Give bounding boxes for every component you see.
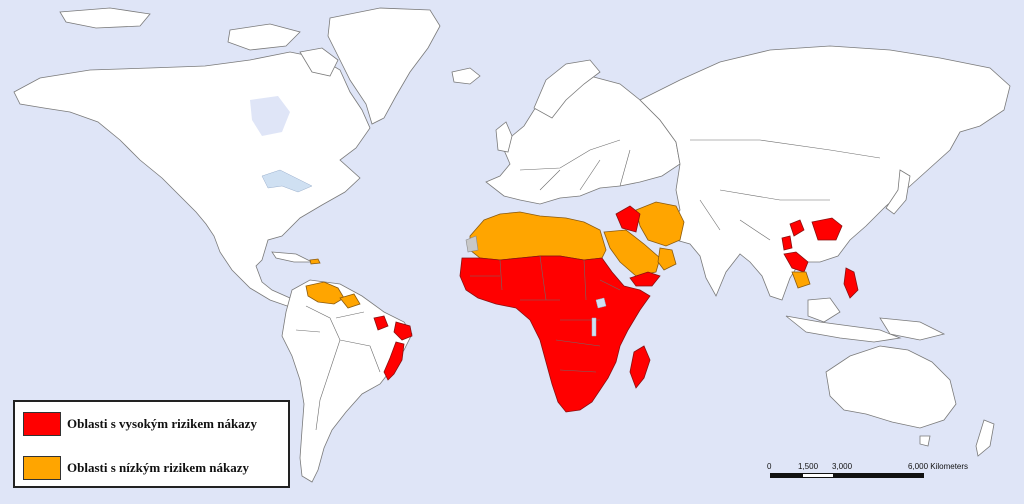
legend-swatch-low-risk <box>23 456 61 480</box>
south-america <box>281 279 413 483</box>
new-guinea <box>879 317 946 341</box>
china-high-1 <box>789 219 805 237</box>
africa-borders <box>470 255 621 373</box>
brazil-high-east <box>383 341 405 381</box>
iraq <box>615 205 641 233</box>
map-legend: Oblasti s vysokým rizikem nákazy Oblasti… <box>13 400 290 488</box>
guianas <box>339 293 361 309</box>
australia <box>825 345 957 429</box>
western-sahara <box>465 235 479 253</box>
legend-swatch-high-risk <box>23 412 61 436</box>
brazil-high-northeast <box>393 321 413 341</box>
scale-bar: 0 1,500 3,000 6,000 Kilometers <box>762 462 1012 492</box>
oman <box>657 247 677 271</box>
legend-item-high-risk: Oblasti s vysokým rizikem nákazy <box>23 412 257 436</box>
yemen <box>629 271 661 287</box>
scale-tick-6000: 6,000 Kilometers <box>908 462 969 471</box>
scale-segment-1 <box>770 473 802 478</box>
asia-borders <box>690 139 881 241</box>
china-high-2 <box>811 217 843 241</box>
saudi-arabia <box>603 229 661 277</box>
iceland <box>451 67 481 85</box>
canadian-islands <box>227 23 301 51</box>
puerto-rico <box>309 258 321 265</box>
legend-label-high-risk: Oblasti s vysokým rizikem nákazy <box>67 416 257 431</box>
laos <box>783 251 809 273</box>
europe-borders <box>519 139 631 191</box>
sa-borders <box>295 305 381 431</box>
scandinavia <box>533 59 601 119</box>
legend-item-low-risk: Oblasti s nízkým rizikem nákazy <box>23 456 249 480</box>
uk <box>495 121 513 153</box>
philippines <box>843 267 859 299</box>
legend-label-low-risk: Oblasti s nízkým rizikem nákazy <box>67 460 250 475</box>
scale-tick-1500: 1,500 <box>798 462 819 471</box>
scale-tick-3000: 3,000 <box>832 462 853 471</box>
scale-segment-2 <box>802 473 834 478</box>
iran <box>635 201 685 247</box>
lake-tanganyika <box>591 317 597 337</box>
scale-segment-3 <box>834 473 924 478</box>
madagascar <box>629 345 651 389</box>
alaska-islands <box>59 7 151 29</box>
hudson-bay <box>250 96 290 136</box>
brazil-high-north <box>373 315 389 331</box>
baffin-island <box>299 47 339 77</box>
venezuela <box>305 281 345 305</box>
lake-victoria <box>595 297 607 309</box>
new-zealand <box>975 419 995 457</box>
cambodia <box>791 271 811 289</box>
cuba <box>271 251 313 263</box>
great-lakes <box>261 169 313 193</box>
sub-saharan-africa <box>459 255 651 413</box>
indonesia <box>785 315 902 343</box>
china-high-3 <box>781 235 793 251</box>
borneo <box>807 297 841 323</box>
greenland <box>327 7 441 125</box>
scale-tick-0: 0 <box>767 462 772 471</box>
japan <box>885 169 911 215</box>
tasmania <box>919 435 931 447</box>
